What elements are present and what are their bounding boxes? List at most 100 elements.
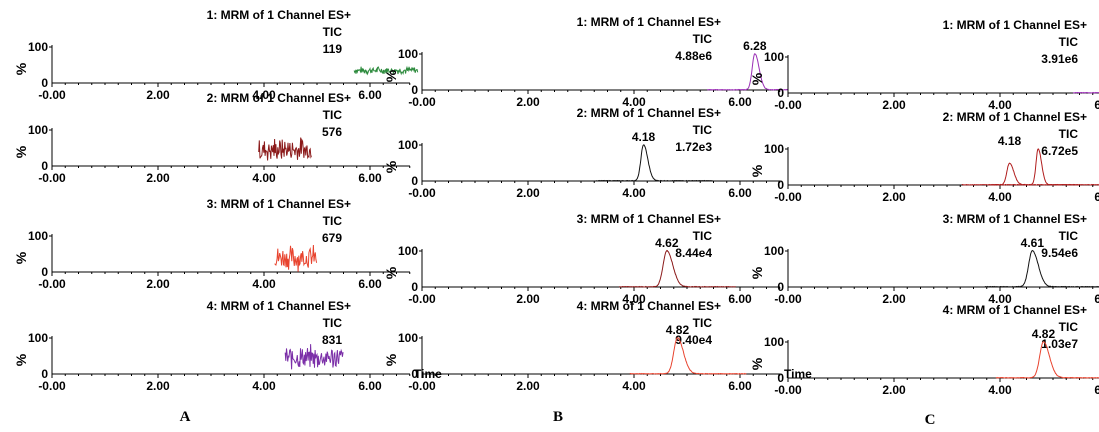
y-tick-label: 0: [777, 86, 784, 100]
trace-line: [707, 52, 789, 91]
x-tick-label: 4.00: [622, 379, 646, 393]
y-tick-label: 100: [398, 331, 418, 345]
chromatogram-a-2: 2: MRM of 1 Channel ES+ TIC 576 100 0% -0.00 2…: [13, 91, 411, 185]
tic-label: TIC: [693, 229, 713, 243]
x-tick-label: 6.00: [358, 171, 382, 185]
y-tick-label: 0: [777, 280, 784, 294]
panel-label-b: B: [553, 409, 563, 425]
y-tick-label: 100: [28, 40, 48, 54]
tic-label: TIC: [1059, 35, 1079, 49]
chromatogram-b-3: 3: MRM of 1 Channel ES+ TIC 8.44e4 100 0% -0.…: [383, 212, 781, 306]
y-tick-label: 100: [28, 229, 48, 243]
x-tick-label: 2.00: [882, 292, 906, 306]
x-tick-label: 2.00: [882, 190, 906, 204]
peak-retention-label: 6.28: [743, 39, 767, 53]
intensity-value: 9.54e6: [1041, 246, 1078, 260]
y-tick-label: 0: [411, 174, 418, 188]
trace-line: [995, 341, 1099, 379]
intensity-value: 8.44e4: [675, 246, 712, 260]
tic-label: TIC: [1059, 127, 1079, 141]
x-tick-label: 4.00: [988, 292, 1012, 306]
y-tick-label: 100: [28, 123, 48, 137]
trace-line: [274, 244, 318, 272]
intensity-value: 4.88e6: [675, 49, 712, 63]
x-tick-label: 6.00: [1094, 383, 1099, 397]
x-tick-label: 4.00: [988, 190, 1012, 204]
x-tick-label: -0.00: [408, 186, 436, 200]
trace-line: [353, 65, 419, 76]
y-tick-label: 0: [41, 76, 48, 90]
chromatogram-a-3: 3: MRM of 1 Channel ES+ TIC 679 100 0% -0.00 2…: [13, 197, 411, 291]
channel-title: 1: MRM of 1 Channel ES+: [943, 18, 1087, 32]
channel-title: 1: MRM of 1 Channel ES+: [207, 8, 351, 22]
channel-title: 3: MRM of 1 Channel ES+: [943, 212, 1087, 226]
y-tick-label: 0: [41, 159, 48, 173]
y-unit-label: %: [13, 62, 29, 75]
peak-retention-label: 4.82: [666, 323, 690, 337]
y-tick-label: 0: [411, 367, 418, 381]
y-unit-label: %: [749, 357, 765, 370]
peak-retention-label: 4.18: [632, 130, 656, 144]
trace-line: [961, 162, 1079, 186]
channel-title: 2: MRM of 1 Channel ES+: [207, 91, 351, 105]
peak-retention-label: 4.62: [655, 236, 679, 250]
tic-label: TIC: [323, 25, 343, 39]
chromatogram-c-1: 1: MRM of 1 Channel ES+ TIC 3.91e6 100 0% -0.…: [749, 18, 1099, 112]
x-tick-label: 2.00: [516, 379, 540, 393]
x-tick-label: 2.00: [146, 171, 170, 185]
x-tick-label: -0.00: [774, 190, 802, 204]
trace-line: [258, 137, 312, 161]
x-tick-label: 6.00: [728, 292, 752, 306]
tic-label: TIC: [323, 108, 343, 122]
channel-title: 1: MRM of 1 Channel ES+: [577, 15, 721, 29]
x-tick-label: 2.00: [516, 95, 540, 109]
x-tick-label: 6.00: [728, 95, 752, 109]
x-tick-label: 6.00: [1094, 98, 1099, 112]
tic-label: TIC: [1059, 229, 1079, 243]
y-tick-label: 0: [777, 178, 784, 192]
panel-label-a: A: [180, 409, 191, 425]
x-tick-label: -0.00: [38, 171, 66, 185]
x-tick-label: 4.00: [622, 292, 646, 306]
tic-label: TIC: [693, 32, 713, 46]
intensity-value: 119: [323, 42, 343, 56]
x-tick-label: 6.00: [728, 186, 752, 200]
chromatogram-a-1: 1: MRM of 1 Channel ES+ TIC 119 100 0% -0.00 2…: [13, 8, 419, 102]
y-tick-label: 100: [398, 47, 418, 61]
channel-title: 3: MRM of 1 Channel ES+: [207, 197, 351, 211]
tic-label: TIC: [693, 123, 713, 137]
y-tick-label: 0: [41, 367, 48, 381]
channel-title: 2: MRM of 1 Channel ES+: [577, 106, 721, 120]
x-tick-label: -0.00: [774, 292, 802, 306]
x-tick-label: 4.00: [988, 98, 1012, 112]
trace-line: [1072, 91, 1099, 94]
trace-line: [629, 337, 747, 375]
x-tick-label: -0.00: [774, 98, 802, 112]
x-tick-label: -0.00: [38, 88, 66, 102]
y-tick-label: 100: [764, 50, 784, 64]
x-tick-label: 4.00: [252, 171, 276, 185]
chromatogram-c-4: 4: MRM of 1 Channel ES+ TIC 1.03e7 100 0% -0.…: [749, 303, 1099, 397]
x-tick-label: -0.00: [774, 383, 802, 397]
trace-line: [990, 148, 1099, 186]
chromatogram-c-3: 3: MRM of 1 Channel ES+ TIC 9.54e6 100 0% -0.…: [749, 212, 1099, 306]
chromatogram-c-2: 2: MRM of 1 Channel ES+ TIC 6.72e5 100 0% -0.…: [749, 110, 1099, 204]
x-tick-label: -0.00: [408, 379, 436, 393]
tic-label: TIC: [1059, 320, 1079, 334]
intensity-value: 3.91e6: [1041, 52, 1078, 66]
x-tick-label: -0.00: [408, 292, 436, 306]
tic-label: TIC: [693, 316, 713, 330]
x-tick-label: 2.00: [146, 88, 170, 102]
x-tick-label: 2.00: [516, 292, 540, 306]
x-tick-label: 2.00: [146, 379, 170, 393]
channel-title: 4: MRM of 1 Channel ES+: [943, 303, 1087, 317]
intensity-value: 6.72e5: [1041, 144, 1078, 158]
x-tick-label: -0.00: [408, 95, 436, 109]
y-unit-label: %: [13, 353, 29, 366]
x-tick-label: 6.00: [358, 277, 382, 291]
chromatogram-b-4: 4: MRM of 1 Channel ES+ TIC 9.40e4 100 0% -0.…: [383, 299, 812, 393]
x-tick-label: 4.00: [622, 186, 646, 200]
trace-line: [984, 249, 1099, 288]
peak-retention-label: 4.18: [998, 134, 1022, 148]
